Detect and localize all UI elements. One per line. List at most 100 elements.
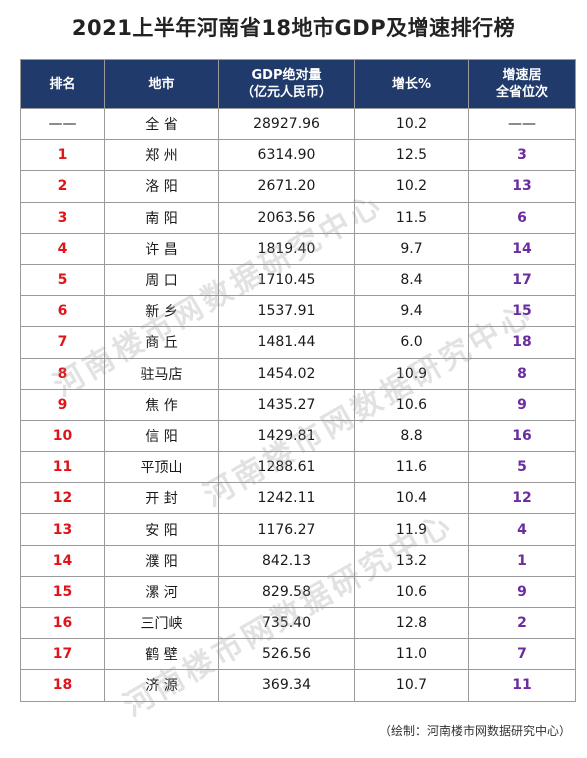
growth-cell: 10.9 (354, 357, 469, 390)
rank-cell: 8 (20, 357, 105, 390)
rank-cell: 2 (20, 170, 105, 203)
city-cell: 焦 作 (104, 388, 219, 421)
rank-cell: 17 (20, 638, 105, 671)
growth-cell: 6.0 (354, 326, 469, 359)
rank-cell: 15 (20, 575, 105, 609)
speed-rank-cell: 15 (468, 295, 576, 328)
city-cell: 濮 阳 (104, 544, 219, 577)
growth-cell: 9.7 (354, 232, 469, 265)
header-gdp-line2: （亿元人民币） (240, 85, 332, 100)
header-speed-line1: 增速居 (502, 68, 542, 83)
speed-rank-cell: 3 (468, 139, 576, 172)
growth-cell: 9.4 (354, 295, 469, 328)
growth-cell: 11.6 (354, 451, 469, 484)
speed-rank-cell: 11 (468, 669, 576, 702)
header-rank: 排名 (20, 59, 105, 109)
table-row: 8 驻马店 1454.02 10.9 8 (20, 357, 576, 390)
header-growth: 增长% (354, 59, 469, 109)
city-cell: 济 源 (104, 669, 219, 702)
rank-cell: 13 (20, 513, 105, 546)
city-cell: 商 丘 (104, 326, 219, 359)
gdp-cell: 28927.96 (218, 107, 355, 141)
speed-rank-cell: 7 (468, 638, 576, 671)
growth-cell: 11.5 (354, 201, 469, 234)
growth-cell: 12.8 (354, 606, 469, 640)
speed-rank-cell: 6 (468, 201, 576, 234)
speed-rank-cell: 8 (468, 357, 576, 390)
table-row: —— 全 省 28927.96 10.2 —— (20, 107, 576, 141)
speed-rank-cell: 9 (468, 575, 576, 609)
city-cell: 南 阳 (104, 201, 219, 234)
footer-credit: （绘制：河南楼市网数据研究中心） (378, 724, 571, 738)
city-cell: 漯 河 (104, 575, 219, 609)
gdp-cell: 1176.27 (218, 513, 355, 546)
city-cell: 全 省 (104, 107, 219, 141)
rank-cell: 6 (20, 295, 105, 328)
rank-cell: 16 (20, 606, 105, 640)
header-speed-rank: 增速居 全省位次 (468, 59, 576, 109)
growth-cell: 11.9 (354, 513, 469, 546)
speed-rank-cell: 17 (468, 263, 576, 297)
growth-cell: 10.4 (354, 482, 469, 515)
gdp-cell: 1429.81 (218, 419, 355, 453)
header-speed-line2: 全省位次 (495, 85, 548, 100)
gdp-cell: 1819.40 (218, 232, 355, 265)
city-cell: 洛 阳 (104, 170, 219, 203)
rank-cell: 3 (20, 201, 105, 234)
gdp-cell: 1537.91 (218, 295, 355, 328)
city-cell: 平顶山 (104, 451, 219, 484)
gdp-cell: 1242.11 (218, 482, 355, 515)
speed-rank-cell: 5 (468, 451, 576, 484)
city-cell: 周 口 (104, 263, 219, 297)
gdp-cell: 1454.02 (218, 357, 355, 390)
gdp-cell: 829.58 (218, 575, 355, 609)
gdp-cell: 2671.20 (218, 170, 355, 203)
rank-cell: 11 (20, 451, 105, 484)
speed-rank-cell: 16 (468, 419, 576, 453)
gdp-cell: 1481.44 (218, 326, 355, 359)
table-row: 12 开 封 1242.11 10.4 12 (20, 482, 576, 515)
rank-cell: 9 (20, 388, 105, 421)
header-city: 地市 (104, 59, 219, 109)
gdp-cell: 735.40 (218, 606, 355, 640)
city-cell: 新 乡 (104, 295, 219, 328)
city-cell: 安 阳 (104, 513, 219, 546)
table-title: 2021上半年河南省18地市GDP及增速排行榜 (71, 16, 516, 40)
table-row: 18 济 源 369.34 10.7 11 (20, 669, 576, 702)
rank-cell: 12 (20, 482, 105, 515)
growth-cell: 10.2 (354, 107, 469, 141)
gdp-cell: 2063.56 (218, 201, 355, 234)
speed-rank-cell: 12 (468, 482, 576, 515)
rank-cell: 7 (20, 326, 105, 359)
city-cell: 郑 州 (104, 139, 219, 172)
table-row: 17 鹤 壁 526.56 11.0 7 (20, 638, 576, 671)
header-gdp: GDP绝对量 （亿元人民币） (218, 59, 355, 109)
gdp-cell: 1710.45 (218, 263, 355, 297)
gdp-cell: 526.56 (218, 638, 355, 671)
rank-cell: 18 (20, 669, 105, 702)
speed-rank-cell: 9 (468, 388, 576, 421)
rank-cell: 14 (20, 544, 105, 577)
city-cell: 许 昌 (104, 232, 219, 265)
gdp-cell: 1288.61 (218, 451, 355, 484)
growth-cell: 10.7 (354, 669, 469, 702)
growth-cell: 10.6 (354, 575, 469, 609)
header-gdp-line1: GDP绝对量 (251, 68, 322, 83)
growth-cell: 10.6 (354, 388, 469, 421)
city-cell: 鹤 壁 (104, 638, 219, 671)
growth-cell: 13.2 (354, 544, 469, 577)
rank-cell: 1 (20, 139, 105, 172)
city-cell: 开 封 (104, 482, 219, 515)
speed-rank-cell: —— (468, 107, 576, 141)
speed-rank-cell: 14 (468, 232, 576, 265)
speed-rank-cell: 4 (468, 513, 576, 546)
